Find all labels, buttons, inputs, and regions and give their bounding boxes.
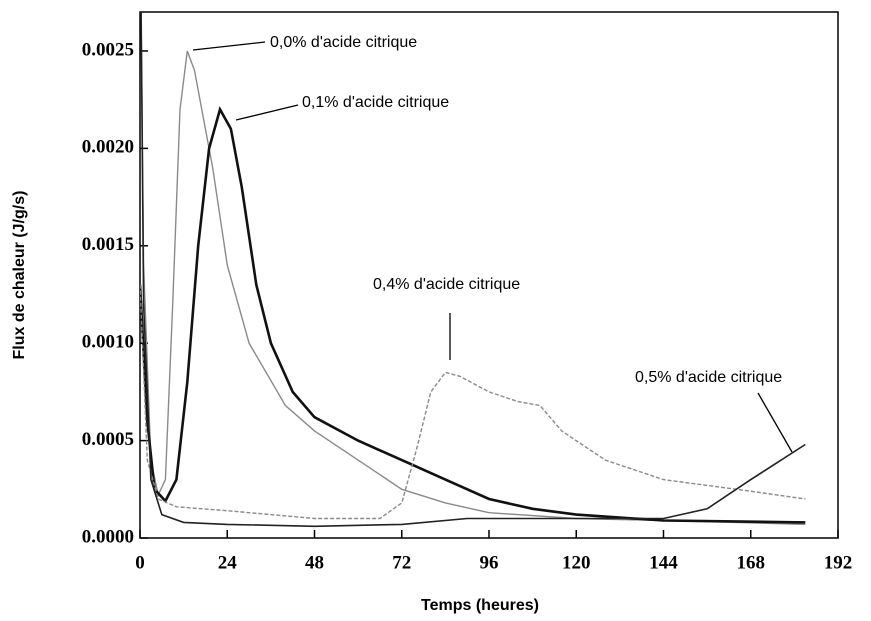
y-tick-label: 0.0010	[82, 332, 134, 353]
series-annotation: 0,1% d'acide citrique	[302, 94, 449, 111]
x-tick-label: 24	[218, 552, 238, 573]
y-tick-label: 0.0025	[82, 39, 134, 60]
x-tick-label: 48	[305, 552, 324, 573]
y-axis-label: Flux de chaleur (J/g/s)	[11, 191, 28, 360]
annotation-leader	[235, 104, 299, 121]
series-line	[140, 106, 806, 524]
y-tick-label: 0.0000	[82, 526, 134, 547]
x-tick-label: 120	[562, 552, 591, 573]
series-annotation: 0,4% d'acide citrique	[373, 276, 520, 293]
x-tick-label: 144	[649, 552, 678, 573]
x-tick-label: 192	[824, 552, 853, 573]
x-tick-label: 0	[135, 552, 145, 573]
x-axis-label: Temps (heures)	[421, 597, 539, 614]
series-annotation: 0,0% d'acide citrique	[270, 34, 417, 51]
y-tick-label: 0.0005	[82, 429, 134, 450]
y-tick-label: 0.0015	[82, 234, 134, 255]
series-line	[140, 284, 806, 520]
x-tick-label: 168	[737, 552, 766, 573]
annotation-leader	[757, 392, 793, 453]
series-annotation: 0,5% d'acide citrique	[635, 369, 782, 386]
annotation-leader	[192, 41, 266, 51]
series-line	[140, 12, 806, 526]
x-tick-label: 96	[480, 552, 499, 573]
plot-frame	[139, 11, 839, 539]
y-tick-label: 0.0020	[82, 137, 134, 158]
series-line	[140, 12, 806, 528]
x-tick-label: 72	[392, 552, 411, 573]
